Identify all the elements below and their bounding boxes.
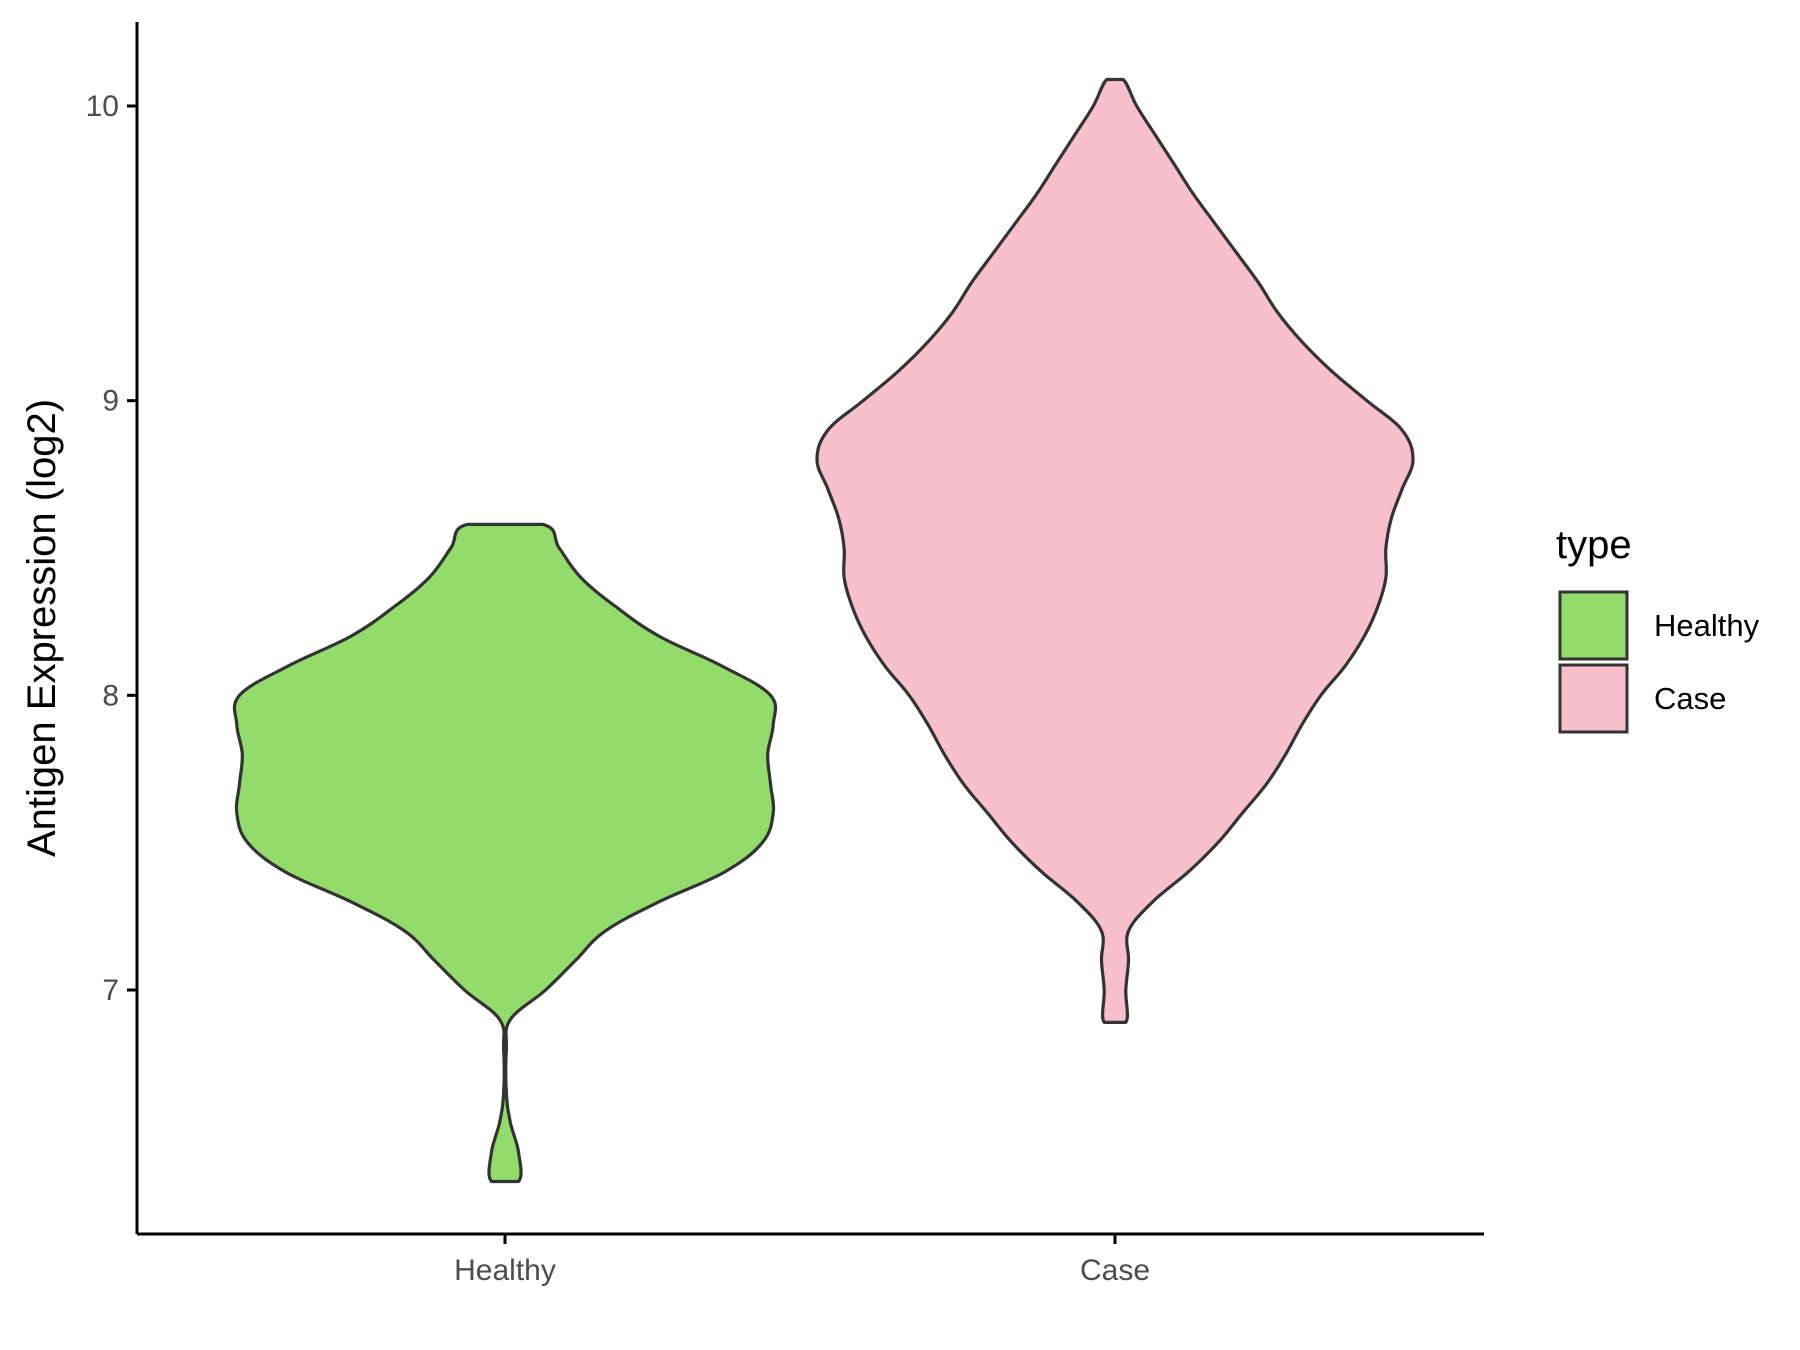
y-tick-label: 9 xyxy=(102,385,119,418)
violin-healthy xyxy=(234,524,775,1181)
y-tick-label: 7 xyxy=(102,974,119,1007)
x-tick-label-case: Case xyxy=(1080,1254,1150,1287)
y-axis-ticks: 7 8 9 10 xyxy=(86,90,137,1007)
legend: type Healthy Case xyxy=(1556,523,1760,732)
legend-label-healthy: Healthy xyxy=(1654,608,1760,643)
legend-label-case: Case xyxy=(1654,681,1726,716)
x-axis-ticks: Healthy Case xyxy=(454,1234,1150,1287)
x-tick-label-healthy: Healthy xyxy=(454,1254,556,1287)
violin-case xyxy=(817,80,1413,1023)
legend-title: type xyxy=(1556,523,1632,567)
legend-swatch-case xyxy=(1560,665,1627,732)
y-tick-label: 10 xyxy=(86,90,119,123)
legend-swatch-healthy xyxy=(1560,592,1627,659)
y-axis-title: Antigen Expression (log2) xyxy=(20,399,64,857)
violin-layer xyxy=(234,80,1413,1182)
y-tick-label: 8 xyxy=(102,679,119,712)
